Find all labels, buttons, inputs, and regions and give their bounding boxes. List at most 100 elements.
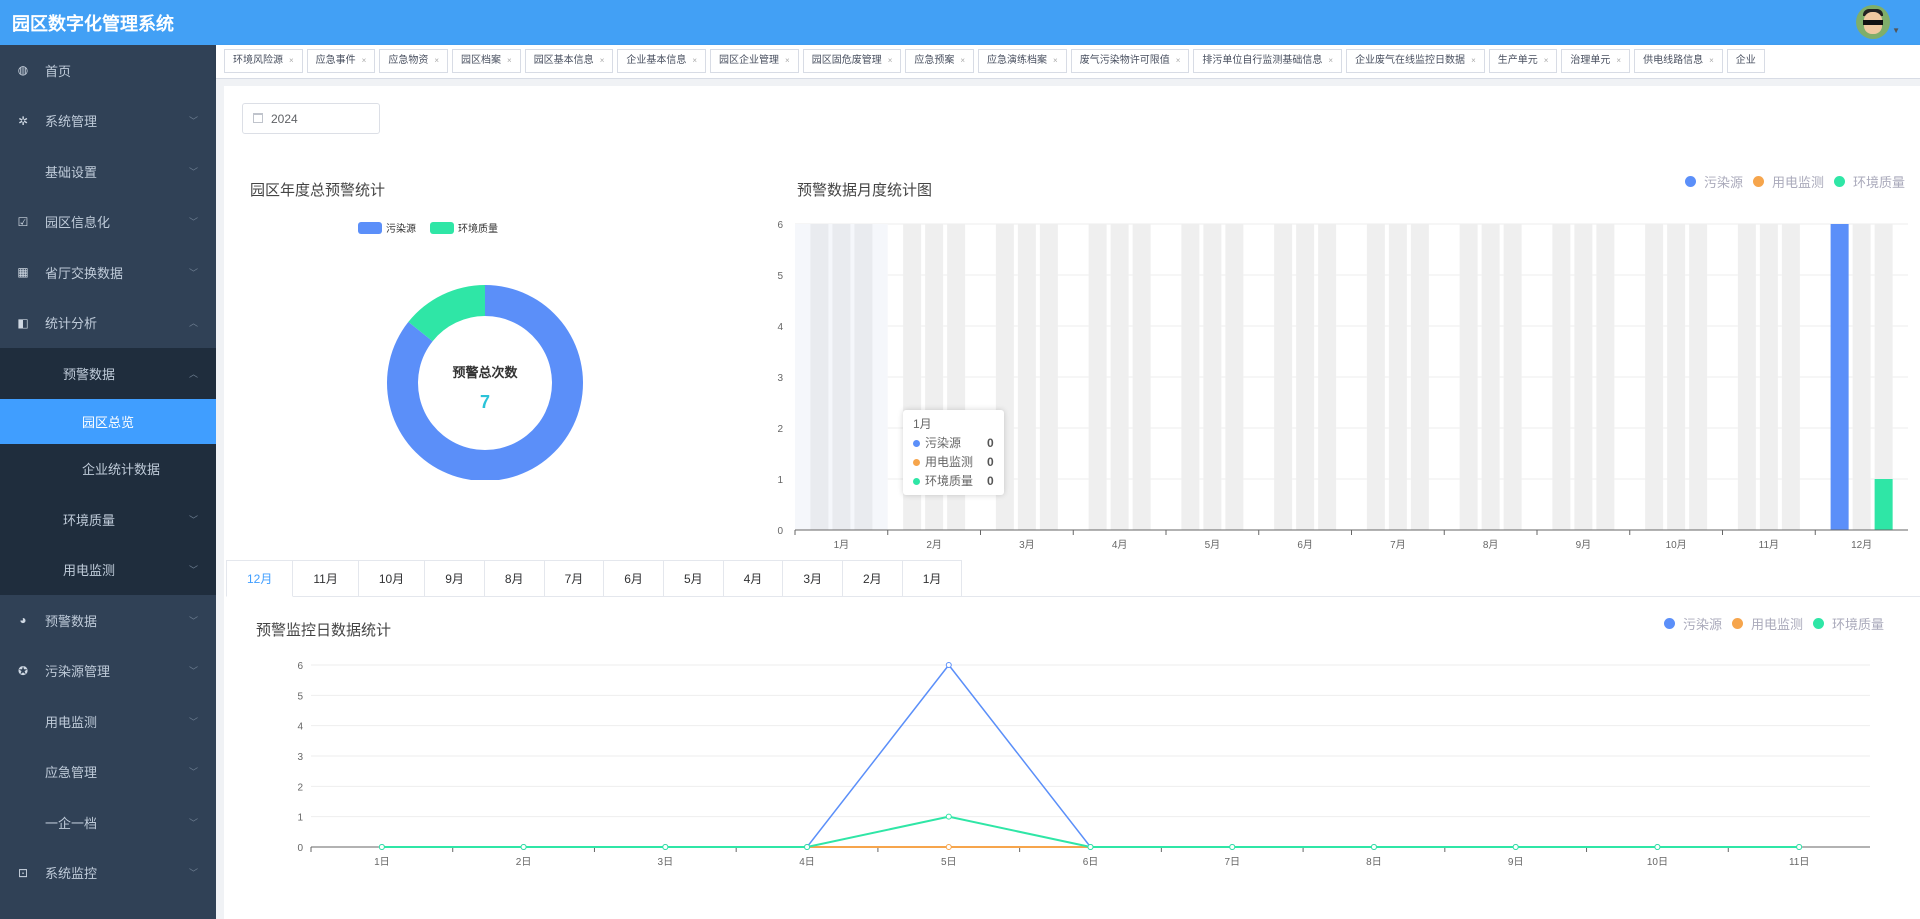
point-环境质量-4日[interactable] bbox=[804, 844, 811, 850]
sidebar-item-0[interactable]: ◍ 首页 bbox=[0, 45, 216, 96]
point-环境质量-9日[interactable] bbox=[1512, 844, 1519, 850]
sidebar-item-10[interactable]: 用电监测 ﹀ bbox=[0, 544, 216, 595]
tag-6[interactable]: 园区企业管理 × bbox=[710, 49, 799, 73]
point-环境质量-11日[interactable] bbox=[1796, 844, 1803, 850]
sidebar-item-2[interactable]: 基础设置 ﹀ bbox=[0, 146, 216, 197]
point-环境质量-10日[interactable] bbox=[1654, 844, 1661, 850]
year-picker[interactable]: 2024 bbox=[242, 103, 380, 134]
sidebar-item-14[interactable]: 应急管理 ﹀ bbox=[0, 747, 216, 798]
bar-环境质量-12月[interactable] bbox=[1874, 479, 1893, 530]
pie-slice-0[interactable] bbox=[387, 285, 583, 480]
pie-slice-1[interactable] bbox=[408, 285, 485, 342]
month-tab-9[interactable]: 3月 bbox=[783, 560, 843, 597]
month-tab-7[interactable]: 5月 bbox=[663, 560, 724, 597]
tag-14[interactable]: 治理单元 × bbox=[1561, 49, 1631, 73]
tag-8[interactable]: 应急预案 × bbox=[905, 49, 975, 73]
tag-12[interactable]: 企业废气在线监控日数据 × bbox=[1346, 49, 1485, 73]
sidebar-item-7[interactable]: 园区总览 bbox=[0, 398, 216, 444]
month-tab-11[interactable]: 1月 bbox=[902, 560, 963, 597]
pie-legend-swatch[interactable] bbox=[430, 222, 454, 234]
close-icon[interactable]: × bbox=[1709, 56, 1714, 65]
pie-legend-swatch[interactable] bbox=[358, 222, 382, 234]
tag-15[interactable]: 供电线路信息 × bbox=[1634, 49, 1723, 73]
tag-0[interactable]: 环境风险源 × bbox=[224, 49, 303, 73]
month-tab-4[interactable]: 8月 bbox=[484, 560, 545, 597]
legend-label[interactable]: 用电监测 bbox=[1750, 617, 1803, 632]
tag-1[interactable]: 应急事件 × bbox=[306, 49, 376, 73]
point-环境质量-7日[interactable] bbox=[1229, 844, 1236, 850]
close-icon[interactable]: × bbox=[361, 56, 367, 65]
legend-dot bbox=[1731, 618, 1743, 629]
legend-label[interactable]: 用电监测 bbox=[1771, 175, 1824, 190]
month-tab-0[interactable]: 12月 bbox=[226, 560, 294, 597]
point-环境质量-5日[interactable] bbox=[945, 813, 952, 820]
line-环境质量[interactable] bbox=[381, 815, 1800, 848]
close-icon[interactable]: × bbox=[599, 56, 605, 65]
tag-11[interactable]: 排污单位自行监测基础信息 × bbox=[1193, 49, 1343, 73]
sidebar-item-15[interactable]: 一企一档 ﹀ bbox=[0, 797, 216, 848]
close-icon[interactable]: × bbox=[692, 56, 698, 65]
sidebar-item-label: 一企一档 bbox=[45, 815, 98, 831]
tag-2[interactable]: 应急物资 × bbox=[379, 49, 449, 73]
sidebar-item-9[interactable]: 环境质量 ﹀ bbox=[0, 494, 216, 545]
x-tick-label: 6日 bbox=[1083, 857, 1099, 868]
sidebar-item-3[interactable]: ☑ 园区信息化 ﹀ bbox=[0, 197, 216, 248]
chevron-up-icon: ︿ bbox=[188, 318, 198, 329]
sidebar-item-6[interactable]: 预警数据 ︿ bbox=[0, 348, 216, 399]
sidebar-item-12[interactable]: ✪ 污染源管理 ﹀ bbox=[0, 646, 216, 697]
legend-label[interactable]: 环境质量 bbox=[1831, 617, 1884, 632]
tag-7[interactable]: 园区固危废管理 × bbox=[802, 49, 902, 73]
month-tab-5[interactable]: 7月 bbox=[544, 560, 605, 597]
bar-污染源-12月[interactable] bbox=[1830, 224, 1849, 530]
close-icon[interactable]: × bbox=[434, 56, 440, 65]
sidebar-item-13[interactable]: 用电监测 ﹀ bbox=[0, 696, 216, 747]
month-tab-6[interactable]: 6月 bbox=[604, 560, 664, 597]
close-icon[interactable]: × bbox=[1471, 56, 1476, 65]
point-环境质量-2日[interactable] bbox=[520, 844, 527, 850]
month-tab-10[interactable]: 2月 bbox=[843, 560, 903, 597]
tag-16[interactable]: 企业 bbox=[1726, 49, 1765, 73]
bar-background bbox=[1759, 224, 1778, 530]
close-icon[interactable]: × bbox=[785, 56, 790, 65]
sidebar-item-label: 预警数据 bbox=[45, 613, 98, 629]
legend-label[interactable]: 污染源 bbox=[1682, 617, 1722, 632]
tag-13[interactable]: 生产单元 × bbox=[1488, 49, 1558, 73]
month-tab-3[interactable]: 9月 bbox=[425, 560, 485, 597]
sidebar-item-4[interactable]: ▦ 省厅交换数据 ﹀ bbox=[0, 247, 216, 298]
tag-9[interactable]: 应急演练档案 × bbox=[978, 49, 1067, 73]
tag-4[interactable]: 园区基本信息 × bbox=[524, 49, 614, 73]
point-环境质量-1日[interactable] bbox=[378, 844, 385, 850]
close-icon[interactable]: × bbox=[960, 56, 966, 65]
point-环境质量-3日[interactable] bbox=[662, 844, 669, 850]
legend-label[interactable]: 环境质量 bbox=[1852, 175, 1905, 190]
close-icon[interactable]: × bbox=[289, 56, 294, 65]
point-污染源-5日[interactable] bbox=[945, 662, 952, 668]
month-tab-2[interactable]: 10月 bbox=[358, 560, 426, 597]
sidebar-item-5[interactable]: ◧ 统计分析 ︿ bbox=[0, 298, 216, 349]
point-环境质量-6日[interactable] bbox=[1087, 844, 1094, 850]
close-icon[interactable]: × bbox=[887, 56, 893, 65]
tag-3[interactable]: 园区档案 × bbox=[452, 49, 521, 73]
month-tab-8[interactable]: 4月 bbox=[723, 560, 784, 597]
tag-10[interactable]: 废气污染物许可限值 × bbox=[1070, 49, 1190, 73]
legend-label[interactable]: 污染源 bbox=[1703, 175, 1743, 190]
close-icon[interactable]: × bbox=[1053, 56, 1058, 65]
bar-background bbox=[810, 224, 829, 530]
point-用电监测-5日[interactable] bbox=[945, 844, 952, 850]
month-tab-1[interactable]: 11月 bbox=[293, 560, 359, 597]
point-环境质量-8日[interactable] bbox=[1370, 844, 1377, 850]
tag-5[interactable]: 企业基本信息 × bbox=[617, 49, 707, 73]
sidebar-item-11[interactable]: ◕ 预警数据 ﹀ bbox=[0, 595, 216, 646]
sidebar-item-1[interactable]: ✲ 系统管理 ﹀ bbox=[0, 96, 216, 147]
close-icon[interactable]: × bbox=[507, 56, 512, 65]
pie-center-value: 7 bbox=[480, 392, 490, 412]
user-avatar[interactable] bbox=[1856, 5, 1890, 39]
close-icon[interactable]: × bbox=[1616, 56, 1622, 65]
close-icon[interactable]: × bbox=[1175, 56, 1181, 65]
close-icon[interactable]: × bbox=[1328, 56, 1334, 65]
sidebar-item-16[interactable]: ⊡ 系统监控 ﹀ bbox=[0, 848, 216, 899]
close-icon[interactable]: × bbox=[1543, 56, 1549, 65]
sidebar-item-8[interactable]: 企业统计数据 bbox=[0, 443, 216, 494]
caret-down-icon[interactable]: ▼ bbox=[1892, 26, 1900, 35]
